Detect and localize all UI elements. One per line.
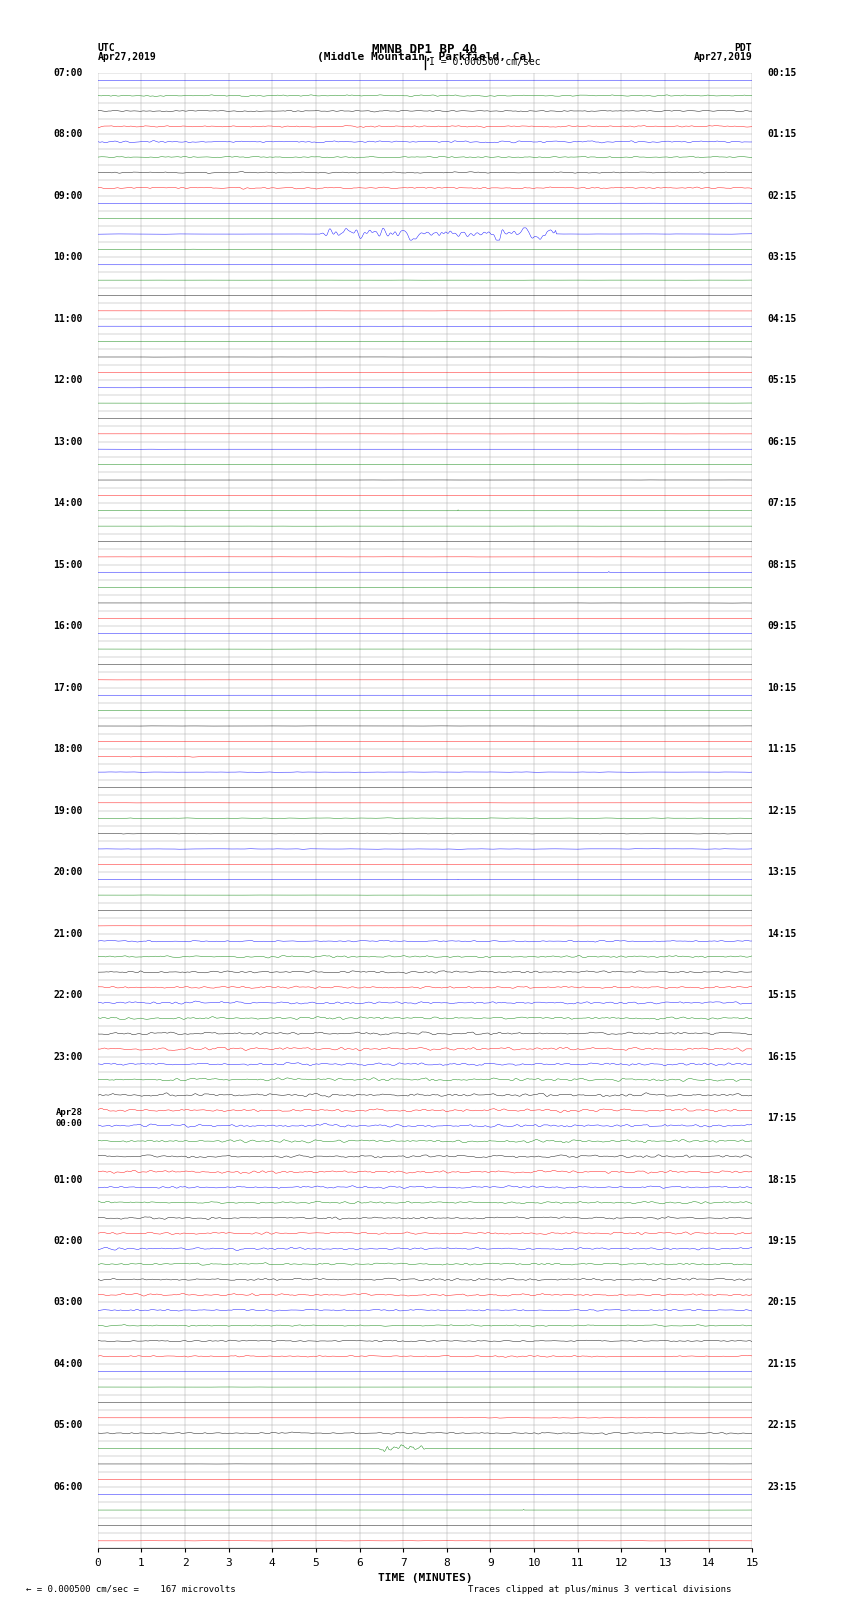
Text: (Middle Mountain, Parkfield, Ca): (Middle Mountain, Parkfield, Ca) bbox=[317, 52, 533, 63]
Text: 02:15: 02:15 bbox=[768, 190, 797, 200]
Text: 22:00: 22:00 bbox=[53, 990, 82, 1000]
Text: 12:00: 12:00 bbox=[53, 376, 82, 386]
Text: 18:00: 18:00 bbox=[53, 744, 82, 753]
Text: 15:15: 15:15 bbox=[768, 990, 797, 1000]
Text: 14:00: 14:00 bbox=[53, 498, 82, 508]
Text: 03:00: 03:00 bbox=[53, 1297, 82, 1308]
Text: 12:15: 12:15 bbox=[768, 805, 797, 816]
Text: 16:00: 16:00 bbox=[53, 621, 82, 631]
Text: 03:15: 03:15 bbox=[768, 252, 797, 261]
Text: 00:00: 00:00 bbox=[55, 1119, 82, 1127]
Text: 01:00: 01:00 bbox=[53, 1174, 82, 1184]
Text: 06:15: 06:15 bbox=[768, 437, 797, 447]
Text: Apr28: Apr28 bbox=[55, 1108, 82, 1118]
Text: UTC: UTC bbox=[98, 44, 116, 53]
Text: 08:15: 08:15 bbox=[768, 560, 797, 569]
Text: MMNB DP1 BP 40: MMNB DP1 BP 40 bbox=[372, 44, 478, 56]
Text: 15:00: 15:00 bbox=[53, 560, 82, 569]
Text: 01:15: 01:15 bbox=[768, 129, 797, 139]
Text: 20:15: 20:15 bbox=[768, 1297, 797, 1308]
Text: 20:00: 20:00 bbox=[53, 868, 82, 877]
Text: 22:15: 22:15 bbox=[768, 1421, 797, 1431]
Text: I = 0.000500 cm/sec: I = 0.000500 cm/sec bbox=[429, 56, 541, 68]
Text: 04:00: 04:00 bbox=[53, 1360, 82, 1369]
Text: 05:00: 05:00 bbox=[53, 1421, 82, 1431]
Text: 02:00: 02:00 bbox=[53, 1236, 82, 1245]
Text: 07:15: 07:15 bbox=[768, 498, 797, 508]
Text: 11:00: 11:00 bbox=[53, 313, 82, 324]
Text: 23:00: 23:00 bbox=[53, 1052, 82, 1061]
Text: 17:15: 17:15 bbox=[768, 1113, 797, 1123]
Text: 21:15: 21:15 bbox=[768, 1360, 797, 1369]
Text: 13:00: 13:00 bbox=[53, 437, 82, 447]
Text: 21:00: 21:00 bbox=[53, 929, 82, 939]
Text: 17:00: 17:00 bbox=[53, 682, 82, 692]
Text: 08:00: 08:00 bbox=[53, 129, 82, 139]
Text: 13:15: 13:15 bbox=[768, 868, 797, 877]
Text: 18:15: 18:15 bbox=[768, 1174, 797, 1184]
Text: 07:00: 07:00 bbox=[53, 68, 82, 77]
Text: ← = 0.000500 cm/sec =    167 microvolts: ← = 0.000500 cm/sec = 167 microvolts bbox=[26, 1584, 235, 1594]
Text: 04:15: 04:15 bbox=[768, 313, 797, 324]
Text: 00:15: 00:15 bbox=[768, 68, 797, 77]
Text: 23:15: 23:15 bbox=[768, 1482, 797, 1492]
X-axis label: TIME (MINUTES): TIME (MINUTES) bbox=[377, 1573, 473, 1582]
Text: 06:00: 06:00 bbox=[53, 1482, 82, 1492]
Text: 14:15: 14:15 bbox=[768, 929, 797, 939]
Text: 05:15: 05:15 bbox=[768, 376, 797, 386]
Text: Apr27,2019: Apr27,2019 bbox=[694, 52, 752, 61]
Text: 09:15: 09:15 bbox=[768, 621, 797, 631]
Text: 10:00: 10:00 bbox=[53, 252, 82, 261]
Text: Traces clipped at plus/minus 3 vertical divisions: Traces clipped at plus/minus 3 vertical … bbox=[468, 1584, 731, 1594]
Text: 10:15: 10:15 bbox=[768, 682, 797, 692]
Text: 16:15: 16:15 bbox=[768, 1052, 797, 1061]
Text: PDT: PDT bbox=[734, 44, 752, 53]
Text: 11:15: 11:15 bbox=[768, 744, 797, 753]
Text: Apr27,2019: Apr27,2019 bbox=[98, 52, 156, 61]
Text: 19:00: 19:00 bbox=[53, 805, 82, 816]
Text: 19:15: 19:15 bbox=[768, 1236, 797, 1245]
Text: 09:00: 09:00 bbox=[53, 190, 82, 200]
